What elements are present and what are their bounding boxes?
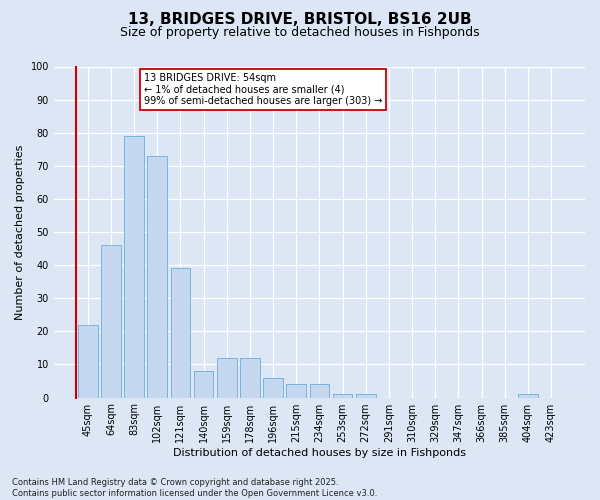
- Text: Size of property relative to detached houses in Fishponds: Size of property relative to detached ho…: [120, 26, 480, 39]
- Bar: [333, 394, 352, 398]
- Bar: [240, 358, 260, 398]
- Bar: [286, 384, 306, 398]
- X-axis label: Distribution of detached houses by size in Fishponds: Distribution of detached houses by size …: [173, 448, 466, 458]
- Text: Contains HM Land Registry data © Crown copyright and database right 2025.
Contai: Contains HM Land Registry data © Crown c…: [12, 478, 377, 498]
- Bar: [217, 358, 236, 398]
- Text: 13 BRIDGES DRIVE: 54sqm
← 1% of detached houses are smaller (4)
99% of semi-deta: 13 BRIDGES DRIVE: 54sqm ← 1% of detached…: [144, 73, 382, 106]
- Bar: [101, 246, 121, 398]
- Bar: [148, 156, 167, 398]
- Bar: [124, 136, 144, 398]
- Text: 13, BRIDGES DRIVE, BRISTOL, BS16 2UB: 13, BRIDGES DRIVE, BRISTOL, BS16 2UB: [128, 12, 472, 28]
- Bar: [356, 394, 376, 398]
- Bar: [194, 371, 214, 398]
- Bar: [310, 384, 329, 398]
- Bar: [170, 268, 190, 398]
- Bar: [518, 394, 538, 398]
- Y-axis label: Number of detached properties: Number of detached properties: [15, 144, 25, 320]
- Bar: [263, 378, 283, 398]
- Bar: [78, 324, 98, 398]
